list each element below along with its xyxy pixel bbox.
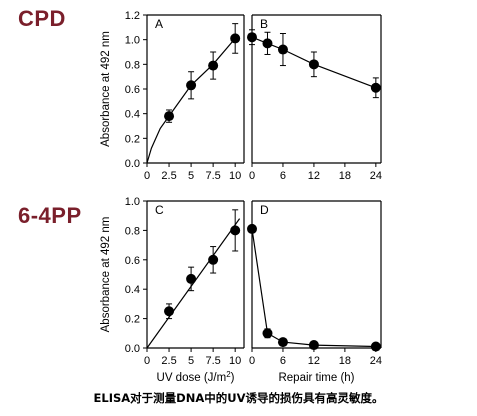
x-tick-label: 2.5 [161, 170, 176, 182]
x-tick-label: 0 [144, 170, 150, 182]
x-tick-label: 2.5 [161, 355, 176, 367]
chart-panel-a: 0 2.5 5 7.5 10 0.0 0.2 0.4 0.6 0.8 1.0 1.2 Absorbanc… [100, 10, 245, 182]
y-tick-label: 0.4 [125, 109, 140, 121]
x-tick-label: 18 [339, 170, 351, 182]
panel-letter: B [260, 17, 268, 31]
x-tick-label: 10 [229, 170, 241, 182]
x-tick-label: 10 [229, 355, 241, 367]
series-line [251, 228, 376, 348]
data-point [277, 44, 288, 55]
y-axis-label: Absorbance at 492 nm [100, 217, 112, 333]
chart-figure: 0 2.5 5 7.5 10 0.0 0.2 0.4 0.6 0.8 1.0 1.2 Absorbanc… [100, 10, 382, 385]
x-axis-label: Repair time (h) [278, 372, 354, 384]
data-point [370, 82, 381, 93]
x-tick-label: 5 [188, 355, 194, 367]
y-tick-label: 0.8 [125, 225, 140, 237]
x-tick-label: 7.5 [205, 355, 220, 367]
y-tick-label: 0.2 [125, 314, 140, 326]
x-tick-label: 12 [308, 355, 320, 367]
panel-letter: D [260, 203, 269, 217]
data-point [370, 341, 381, 352]
panel-letter: C [155, 203, 164, 217]
x-tick-label: 24 [370, 355, 382, 367]
x-tick-label: 0 [144, 355, 150, 367]
chart-panel-b: 0 6 12 18 24 B [247, 14, 382, 182]
x-tick-label: 12 [308, 170, 320, 182]
data-point [308, 340, 319, 351]
y-tick-label: 0.0 [125, 158, 140, 170]
x-tick-label: 24 [370, 170, 382, 182]
x-tick-label: 6 [280, 170, 286, 182]
data-point [186, 80, 197, 91]
data-point [164, 306, 175, 317]
data-point [262, 328, 273, 339]
x-tick-label: 18 [339, 355, 351, 367]
y-tick-label: 0.2 [125, 133, 140, 145]
data-point [208, 254, 219, 265]
y-tick-label: 0.0 [125, 343, 140, 355]
y-tick-label: 1.0 [125, 196, 140, 208]
data-point [230, 33, 241, 44]
data-point [164, 111, 175, 122]
data-point [247, 223, 257, 234]
chart-panel-c: 0 2.5 5 7.5 10 0.0 0.2 0.4 0.6 0.8 1.0 Absorbance a… [100, 196, 245, 385]
y-tick-label: 0.8 [125, 59, 140, 71]
row-label-cpd: CPD [18, 6, 66, 31]
data-point [208, 60, 219, 71]
y-tick-label: 1.2 [125, 10, 140, 22]
y-axis-label: Absorbance at 492 nm [100, 31, 112, 147]
data-point [308, 59, 319, 70]
x-tick-label: 6 [280, 355, 286, 367]
x-tick-label: 0 [249, 170, 255, 182]
data-point [277, 337, 288, 348]
chart-panel-d: 0 6 12 18 24 D Repair time (h) [247, 200, 382, 384]
series-line [146, 38, 236, 164]
row-label-64pp: 6-4PP [18, 203, 82, 228]
x-tick-label: 5 [188, 170, 194, 182]
panel-letter: A [155, 17, 163, 31]
data-point [262, 38, 273, 49]
y-tick-label: 0.6 [125, 255, 140, 267]
data-point [230, 225, 241, 236]
figure-caption: ELISA对于测量DNA中的UV诱导的损伤具有高灵敏度。 [93, 391, 384, 405]
y-tick-label: 0.4 [125, 284, 140, 296]
data-point [247, 32, 257, 43]
y-tick-label: 0.6 [125, 84, 140, 96]
x-tick-label: 0 [249, 355, 255, 367]
data-point [186, 273, 197, 284]
x-tick-label: 7.5 [205, 170, 220, 182]
x-axis-label: UV dose (J/m2) [157, 370, 235, 385]
y-tick-label: 1.0 [125, 35, 140, 47]
